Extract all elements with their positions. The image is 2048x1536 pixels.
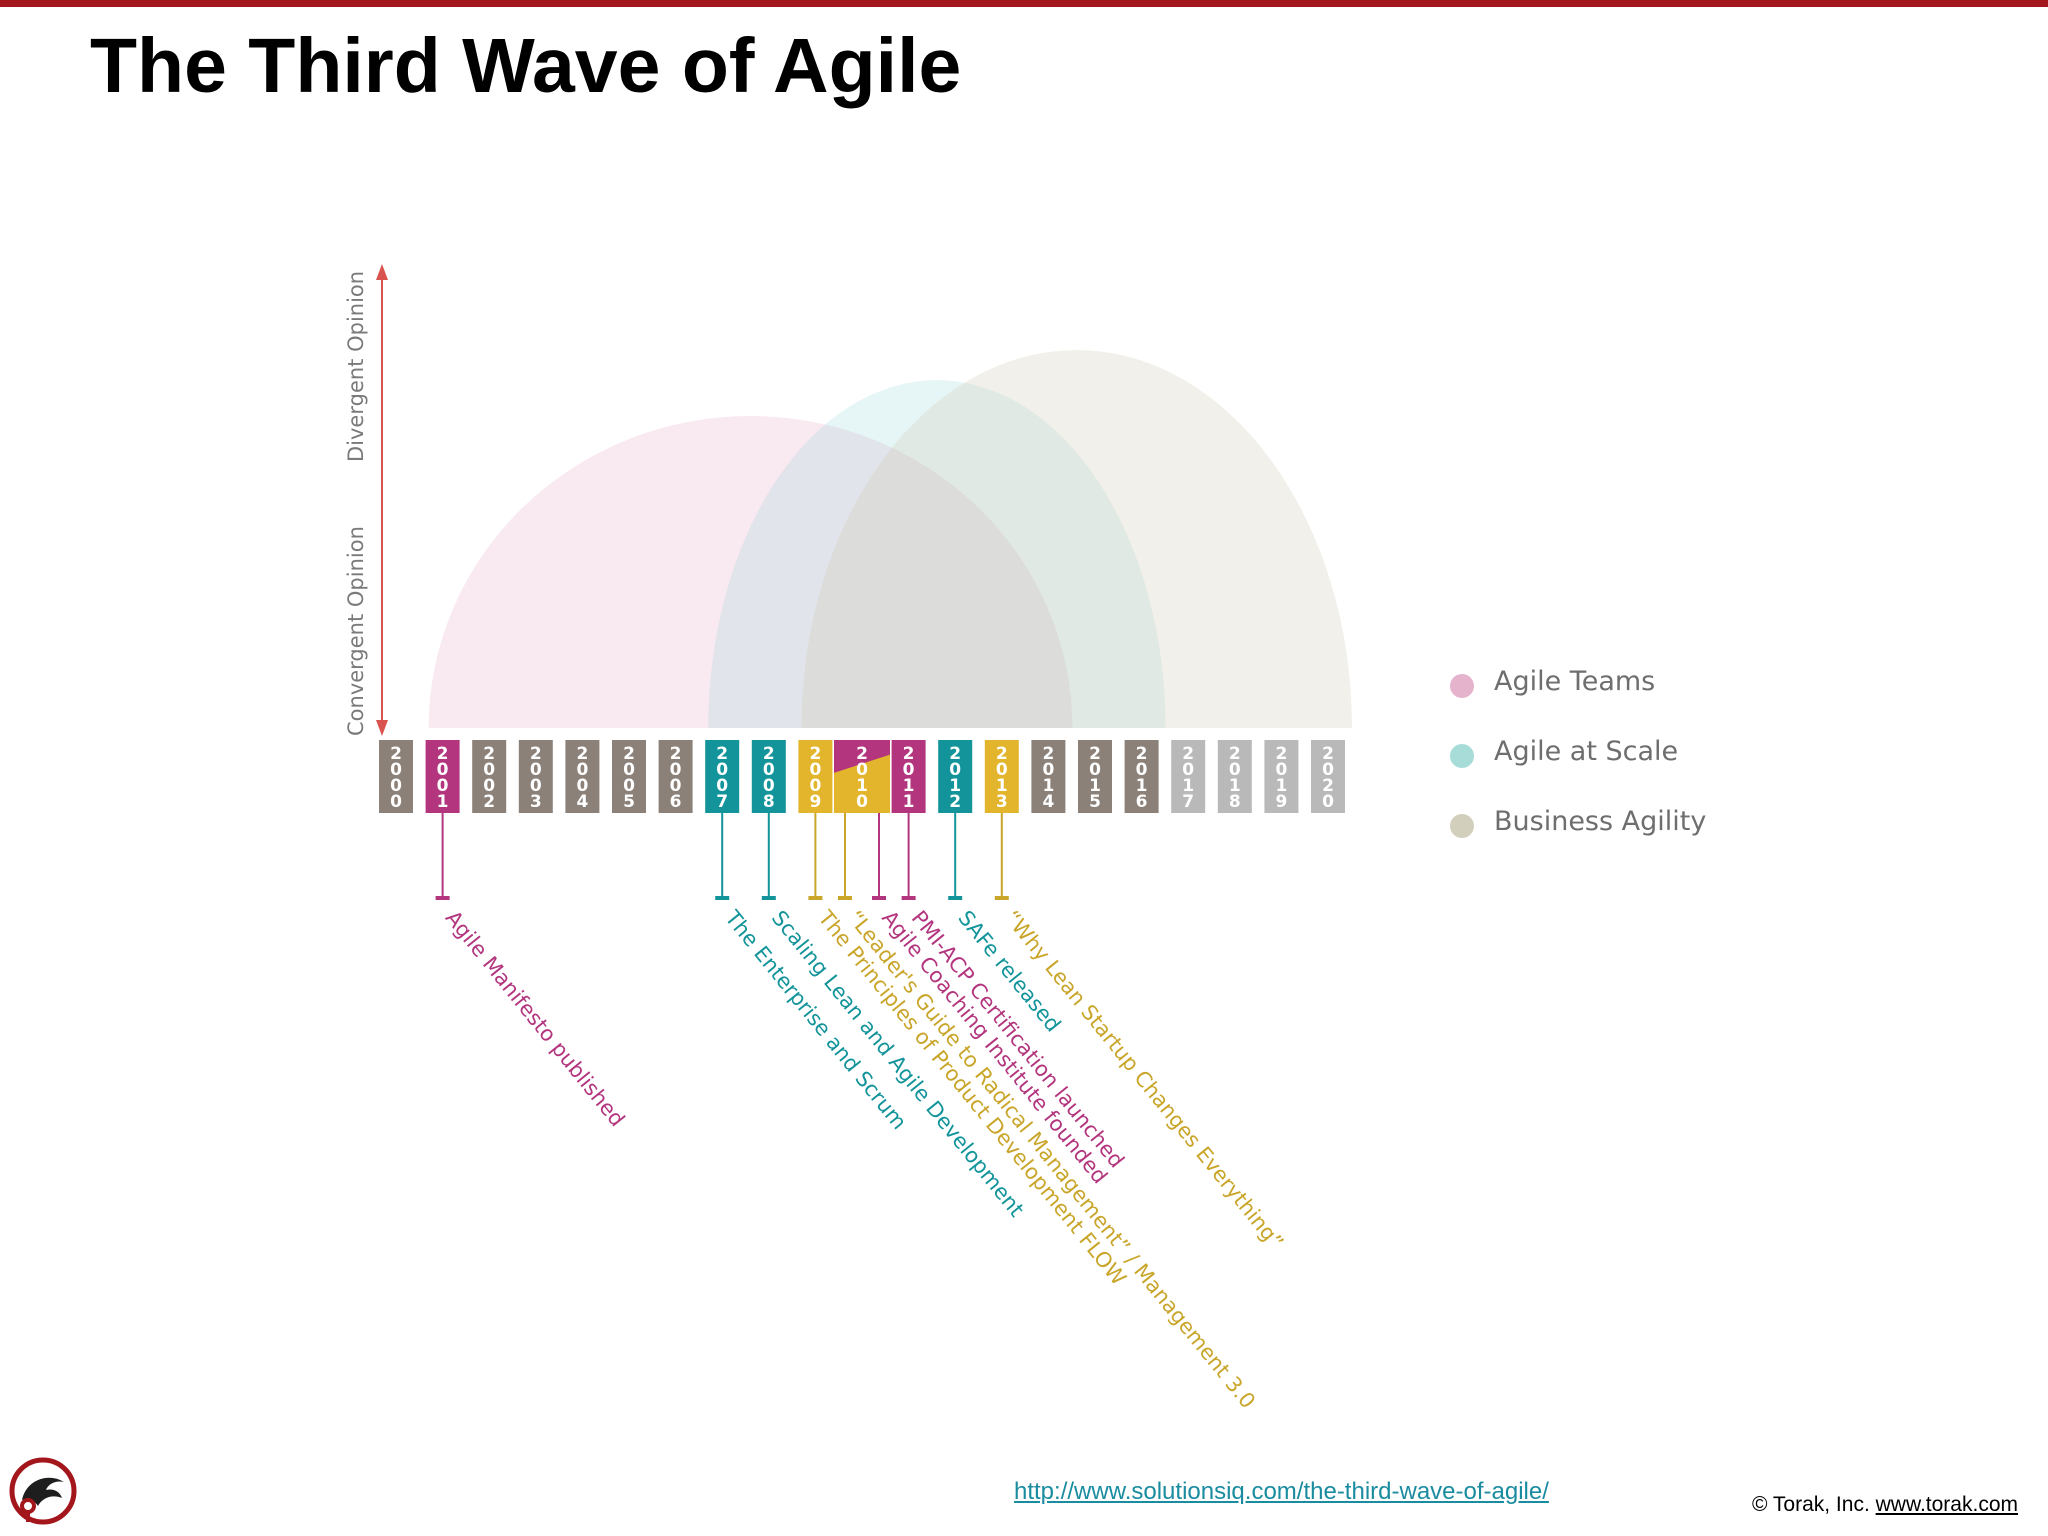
year-tile-bg [751,740,786,813]
year-tile-bg [425,740,460,813]
opinion-axis: Divergent Opinion Convergent Opinion [344,264,388,736]
year-tile-bg [379,740,413,813]
event-agile-manifesto-published: Agile Manifesto published [435,813,630,1131]
year-tile-bg [1124,740,1159,813]
year-tile-bg [1171,740,1206,813]
copyright-notice: © Torak, Inc. www.torak.com [1752,1493,2018,1517]
axis-label-convergent: Convergent Opinion [344,526,368,736]
source-link[interactable]: http://www.solutionsiq.com/the-third-wav… [1014,1478,1549,1505]
year-tile-bg [984,740,1019,813]
year-tile-bg [1217,740,1252,813]
year-timeline: 2 0 0 0 2 0 0 1 2 0 0 2 2 0 0 3 2 0 0 4 2 0 0 5 2 0 0 6 2 0 0 7 2 0 0 8 2 0 0 9… [379,740,1345,813]
legend-label-agile-at-scale: Agile at Scale [1494,736,1679,767]
year-tile-bg [565,740,600,813]
year-tile-bg [891,740,926,813]
year-tile-bg [705,740,740,813]
year-tile-bg [1264,740,1299,813]
year-tile-bg [518,740,553,813]
event-label: Agile Manifesto published [441,906,630,1131]
torak-logo-icon[interactable] [8,1456,78,1526]
wave-business-agility [801,349,1352,728]
copyright-text: © Torak, Inc. [1751,1493,1870,1516]
wave-agile-at-scale [708,380,1166,728]
company-link[interactable]: www.torak.com [1875,1493,2018,1516]
year-tile-bg [1078,740,1112,813]
legend-dot-agile-at-scale [1450,744,1474,768]
legend-label-agile-teams: Agile Teams [1494,666,1656,697]
year-tile-split [834,754,890,813]
wave-agile-teams [428,415,1073,728]
year-tile-bg [938,740,973,813]
year-tile-bg [612,740,646,813]
axis-arrow-head-bottom [376,720,388,736]
year-tile-bg [1311,740,1345,813]
year-tile-bg [1031,740,1066,813]
axis-arrow-head-top [376,264,388,280]
legend-label-business-agility: Business Agility [1494,806,1707,837]
year-tile-bg [658,740,693,813]
waves-layer [428,349,1352,728]
year-tile-bg [798,740,833,813]
legend-dot-agile-teams [1450,674,1474,698]
slide-title: The Third Wave of Agile [90,23,962,109]
event-list: Agile Manifesto published The Enterprise … [435,813,1288,1413]
top-rule [0,0,2048,7]
year-tile-bg [472,740,507,813]
axis-label-divergent: Divergent Opinion [344,271,368,462]
legend-dot-business-agility [1450,814,1474,838]
